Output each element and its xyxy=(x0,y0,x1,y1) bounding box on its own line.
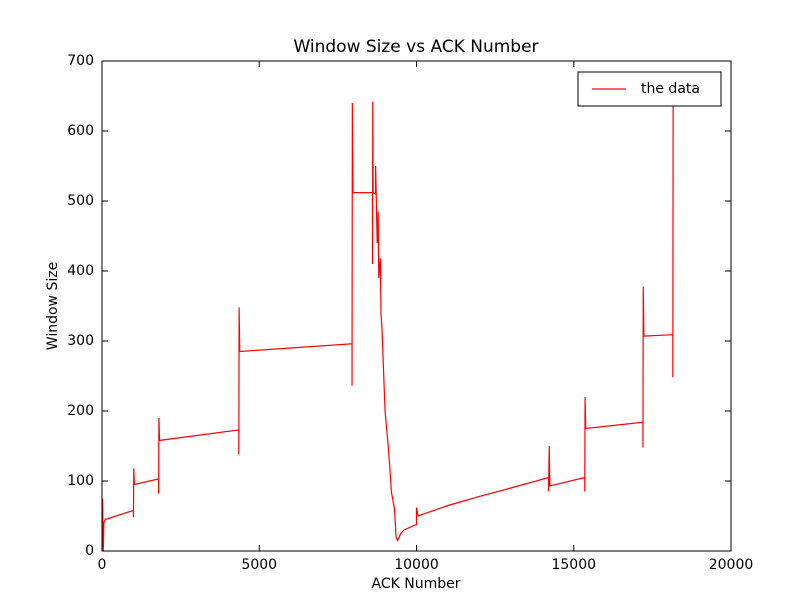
y-tick-label: 600 xyxy=(67,123,94,139)
y-axis-label: Window Size xyxy=(45,262,61,350)
y-tick-label: 500 xyxy=(67,193,94,209)
y-tick-label: 0 xyxy=(85,543,94,559)
legend-label: the data xyxy=(641,81,700,97)
legend: the data xyxy=(577,71,722,107)
x-tick-label: 15000 xyxy=(551,557,596,573)
y-tick-label: 700 xyxy=(67,53,94,69)
chart-title: Window Size vs ACK Number xyxy=(293,37,538,57)
y-tick-label: 100 xyxy=(67,473,94,489)
x-axis-label: ACK Number xyxy=(372,576,461,592)
y-tick-label: 300 xyxy=(67,333,94,349)
data-line xyxy=(102,101,674,551)
x-tick-label: 5000 xyxy=(241,557,277,573)
y-tick-label: 200 xyxy=(67,403,94,419)
plot-frame xyxy=(101,60,732,552)
x-tick-label: 20000 xyxy=(709,557,754,573)
y-tick-label: 400 xyxy=(67,263,94,279)
x-tick-label: 0 xyxy=(98,557,107,573)
x-tick-label: 10000 xyxy=(394,557,439,573)
